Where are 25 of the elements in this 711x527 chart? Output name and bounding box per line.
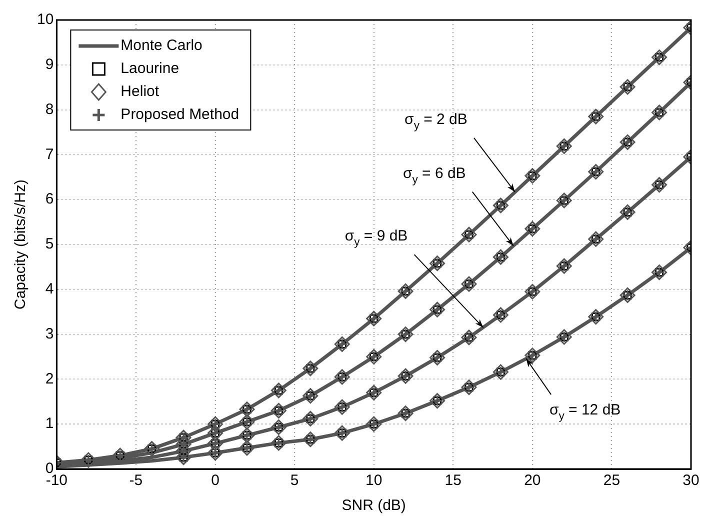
x-tick-label: 20 [524, 472, 541, 490]
y-tick-label: 9 [45, 56, 54, 74]
y-tick-label: 1 [45, 415, 54, 432]
x-axis-title: SNR (dB) [342, 497, 406, 514]
x-tick-label: 10 [366, 472, 382, 490]
y-tick-label: 6 [45, 190, 54, 208]
y-tick-label: 7 [45, 146, 54, 163]
x-tick-label: 30 [682, 472, 700, 490]
y-axis-title: Capacity (bits/s/Hz) [12, 179, 30, 310]
y-tick-label: 8 [45, 100, 54, 118]
y-tick-label: 3 [45, 325, 54, 342]
x-tick-label: 25 [603, 472, 620, 490]
y-tick-label: 4 [45, 280, 54, 298]
y-tick-label: 2 [45, 370, 54, 388]
y-tick-label: 10 [36, 11, 54, 28]
x-tick-label: 15 [444, 472, 462, 490]
legend-label: Monte Carlo [120, 37, 202, 54]
x-tick-label: 5 [290, 472, 299, 490]
y-tick-label: 5 [45, 236, 54, 253]
x-tick-label: -5 [129, 472, 143, 490]
legend-label: Proposed Method [120, 106, 240, 124]
x-tick-label: 0 [211, 472, 220, 490]
x-tick-label: -10 [46, 472, 68, 490]
legend-label: Laourine [120, 60, 180, 78]
legend-label: Heliot [120, 83, 160, 100]
